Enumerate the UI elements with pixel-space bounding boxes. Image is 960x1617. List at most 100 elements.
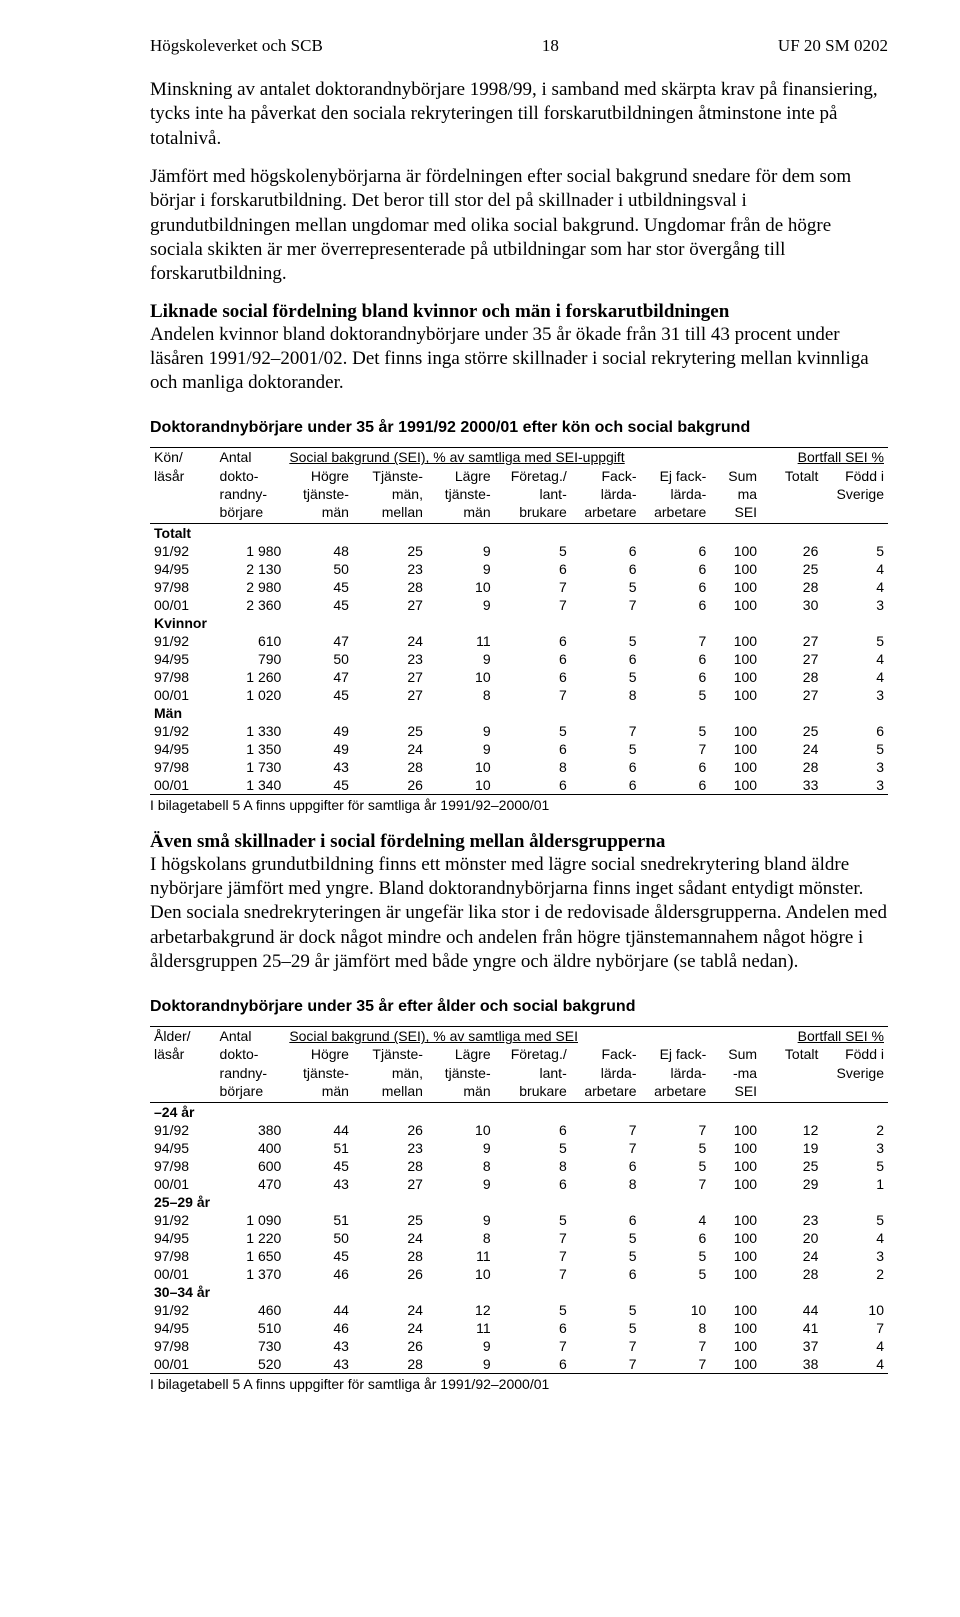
table-cell: 97/98 — [150, 758, 216, 776]
table-cell: 26 — [353, 1265, 427, 1283]
t2-h-c6c: brukare — [495, 1082, 571, 1103]
table-cell: 730 — [216, 1337, 286, 1355]
table-cell: 00/01 — [150, 686, 216, 704]
table-cell: 12 — [427, 1301, 495, 1319]
t2-h-c9a: Sum — [710, 1045, 761, 1063]
table-cell: 8 — [495, 1157, 571, 1175]
t1-h-c5a: Lägre — [427, 467, 495, 485]
table-cell: 49 — [285, 722, 353, 740]
table-cell: 6 — [495, 668, 571, 686]
table-cell: 8 — [427, 1157, 495, 1175]
table-cell: 100 — [710, 668, 761, 686]
table-cell: 100 — [710, 1355, 761, 1374]
t2-h-c2a: Antal — [216, 1027, 286, 1046]
table-cell: 24 — [353, 1301, 427, 1319]
table-cell: 45 — [285, 1157, 353, 1175]
table-cell: 45 — [285, 578, 353, 596]
table-cell: 26 — [353, 1121, 427, 1139]
table-cell: 3 — [822, 686, 888, 704]
t2-h-c1a: Ålder/ — [150, 1027, 216, 1046]
table-cell: 10 — [427, 758, 495, 776]
table-cell: 6 — [641, 578, 711, 596]
section-label: 25–29 år — [150, 1193, 888, 1211]
table-cell: 23 — [761, 1211, 822, 1229]
table-cell: 47 — [285, 632, 353, 650]
table-cell: 6 — [571, 560, 641, 578]
table-cell: 6 — [641, 650, 711, 668]
table-row: 94/952 13050239666100254 — [150, 560, 888, 578]
t1-h-c6b: lant- — [495, 485, 571, 503]
table1: Kön/ Antal Social bakgrund (SEI), % av s… — [150, 447, 888, 794]
table-cell: 20 — [761, 1229, 822, 1247]
table-cell: 100 — [710, 1247, 761, 1265]
table-cell: 100 — [710, 1121, 761, 1139]
t2-h-c4a: Tjänste- — [353, 1045, 427, 1063]
table-row: 91/921 98048259566100265 — [150, 542, 888, 560]
table-cell: 10 — [427, 578, 495, 596]
table-cell: 6 — [571, 1265, 641, 1283]
table-cell: 26 — [353, 776, 427, 795]
table-cell: 100 — [710, 1337, 761, 1355]
table-cell: 100 — [710, 686, 761, 704]
table-cell: 100 — [710, 1157, 761, 1175]
table-cell: 460 — [216, 1301, 286, 1319]
table-cell: 7 — [571, 596, 641, 614]
table-row: 94/951 22050248756100204 — [150, 1229, 888, 1247]
table-cell: 97/98 — [150, 1337, 216, 1355]
table-cell: 9 — [427, 1337, 495, 1355]
table-cell: 5 — [571, 1319, 641, 1337]
table-cell: 12 — [761, 1121, 822, 1139]
table-cell: 5 — [641, 722, 711, 740]
table-cell: 45 — [285, 686, 353, 704]
table-cell: 2 — [822, 1121, 888, 1139]
table-cell: 24 — [353, 1319, 427, 1337]
table-cell: 4 — [822, 1337, 888, 1355]
table-cell: 100 — [710, 740, 761, 758]
table-cell: 100 — [710, 578, 761, 596]
paragraph-1: Minskning av antalet doktorandnybörjare … — [150, 78, 888, 151]
table-cell: 51 — [285, 1211, 353, 1229]
table-cell: 27 — [353, 1175, 427, 1193]
table-cell: 7 — [571, 722, 641, 740]
table-cell: 7 — [571, 1337, 641, 1355]
table-cell: 44 — [285, 1121, 353, 1139]
table-cell: 28 — [761, 578, 822, 596]
t2-h-c11b: Sverige — [822, 1064, 888, 1082]
table-cell: 6 — [571, 1157, 641, 1175]
table-cell: 94/95 — [150, 1139, 216, 1157]
t2-h-c2b: dokto- — [216, 1045, 286, 1063]
table-cell: 91/92 — [150, 632, 216, 650]
table-cell: 2 130 — [216, 560, 286, 578]
table-cell: 6 — [495, 1319, 571, 1337]
table-cell: 25 — [353, 722, 427, 740]
table-cell: 11 — [427, 632, 495, 650]
table-cell: 24 — [353, 740, 427, 758]
table-cell: 8 — [427, 686, 495, 704]
table-cell: 29 — [761, 1175, 822, 1193]
t1-h-c1b: läsår — [150, 467, 216, 485]
header-center: 18 — [542, 36, 559, 56]
table-cell: 6 — [495, 560, 571, 578]
t2-h-c8b: lärda- — [641, 1064, 711, 1082]
table-cell: 6 — [641, 758, 711, 776]
t1-h-span: Social bakgrund (SEI), % av samtliga med… — [289, 449, 624, 465]
table-cell: 7 — [641, 632, 711, 650]
table-cell: 5 — [495, 542, 571, 560]
t1-h-c11b: Sverige — [822, 485, 888, 503]
table-cell: 49 — [285, 740, 353, 758]
table-cell: 8 — [571, 1175, 641, 1193]
table-row: 91/921 09051259564100235 — [150, 1211, 888, 1229]
table-row: 97/981 650452811755100243 — [150, 1247, 888, 1265]
table-cell: 6 — [571, 542, 641, 560]
table-cell: 5 — [495, 1211, 571, 1229]
table-cell: 9 — [427, 740, 495, 758]
table-cell: 50 — [285, 650, 353, 668]
table-cell: 30 — [761, 596, 822, 614]
section-label: 30–34 år — [150, 1283, 888, 1301]
t1-h-c9b: ma — [710, 485, 761, 503]
t2-h-c1b: läsår — [150, 1045, 216, 1063]
table-cell: 9 — [427, 1211, 495, 1229]
t1-h-c9c: SEI — [710, 503, 761, 524]
table-cell: 6 — [641, 776, 711, 795]
table-cell: 00/01 — [150, 1355, 216, 1374]
